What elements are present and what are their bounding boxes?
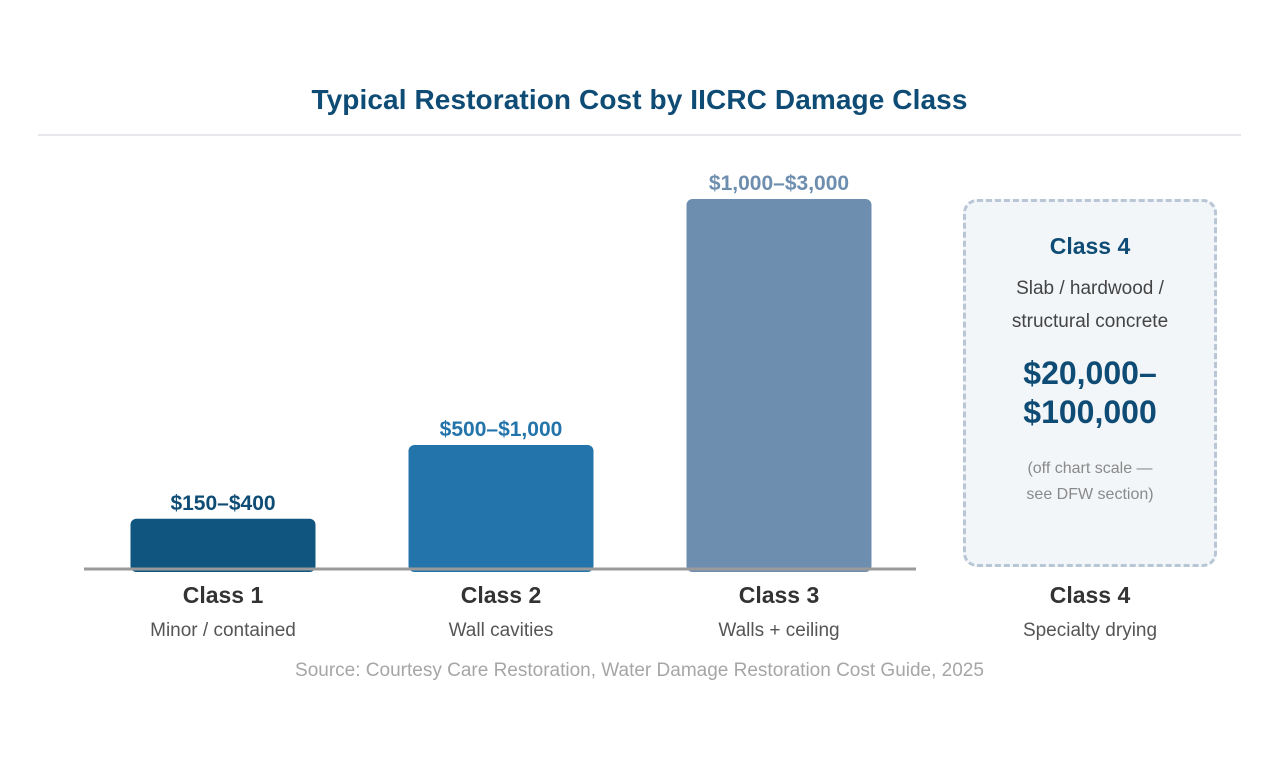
bar-value-label: $150–$400 [170,492,275,515]
off-scale-panel-note: (off chart scale — see DFW section) [966,456,1214,508]
off-scale-description-line: structural concrete [1011,311,1169,332]
title-divider [38,134,1241,136]
off-scale-panel-heading: Class 4 [1049,233,1131,259]
bar [408,445,594,572]
off-scale-value-line: $100,000 [1023,394,1157,430]
bar [130,518,316,572]
subcategory-label: Walls + ceiling [718,620,839,641]
off-scale-panel-value: $20,000– $100,000 [966,354,1214,432]
bar-value-label: $500–$1,000 [440,418,563,441]
subcategory-label: Wall cavities [449,620,554,641]
off-scale-note-line: see DFW section) [1026,486,1154,503]
off-scale-panel: Class 4 Slab / hardwood / structural con… [963,199,1217,567]
off-scale-description-line: Slab / hardwood / [1016,278,1164,299]
off-scale-panel-description: Slab / hardwood / structural concrete [966,272,1214,338]
category-label: Class 4 [1050,582,1131,608]
source-note: Source: Courtesy Care Restoration, Water… [295,660,984,681]
subcategory-label: Minor / contained [150,620,296,641]
off-scale-note-line: (off chart scale — [1027,460,1153,477]
subcategory-label: Specialty drying [1023,620,1157,641]
category-label: Class 2 [461,582,542,608]
category-label: Class 3 [739,582,820,608]
off-scale-value-line: $20,000– [1023,355,1157,391]
chart-title: Typical Restoration Cost by IICRC Damage… [311,84,968,115]
bar [686,199,872,572]
category-label: Class 1 [183,582,264,608]
bar-value-label: $1,000–$3,000 [709,172,849,195]
